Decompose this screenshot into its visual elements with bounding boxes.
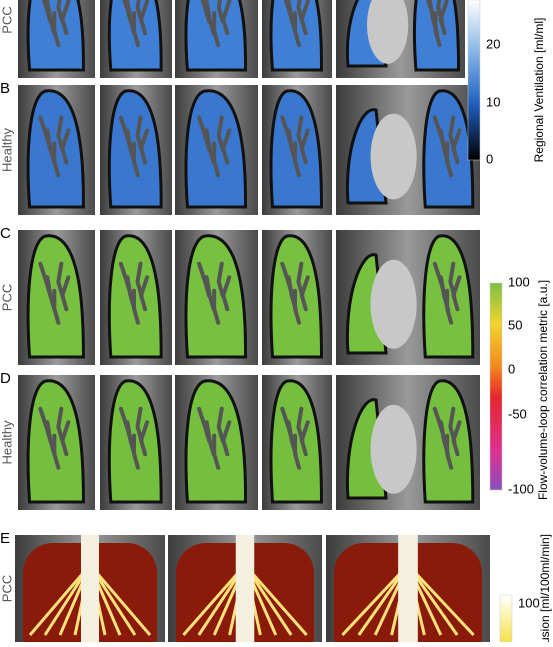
vessel — [299, 420, 310, 457]
vessel — [293, 433, 302, 470]
colorbar-tick-label: 20 — [486, 36, 500, 51]
vessel — [299, 275, 310, 312]
row-group-label: PCC — [0, 575, 14, 602]
mediastinum — [235, 535, 255, 642]
vessel — [451, 420, 462, 457]
colorbar-tick-label: -100 — [508, 481, 534, 496]
vessel — [56, 115, 65, 152]
colorbar-title: Perfusion [ml/100ml/min] — [538, 534, 552, 642]
vessel — [56, 406, 65, 443]
vessel — [131, 433, 140, 470]
panel-letter: D — [0, 370, 11, 387]
vessel — [131, 288, 140, 325]
vessel — [221, 128, 232, 165]
colorbar-title: Regional Ventilation [ml/ml] — [532, 18, 546, 163]
vessel — [138, 420, 150, 457]
colorbar-tick-label: 10 — [486, 94, 500, 109]
panel-letter: E — [0, 530, 10, 547]
vessel — [293, 141, 302, 178]
vessel — [216, 0, 225, 24]
vessel — [299, 128, 310, 165]
vessel — [60, 0, 71, 36]
vessel — [293, 11, 302, 48]
vessel — [135, 406, 144, 443]
vessel — [88, 564, 152, 636]
vessel — [56, 261, 65, 298]
colorbar-tick-label: 0 — [486, 151, 493, 166]
vessel — [451, 128, 462, 165]
vessel — [60, 275, 71, 312]
vessel — [212, 288, 221, 325]
panel-letter: B — [0, 80, 10, 97]
mediastinum — [398, 535, 418, 642]
vessel — [131, 141, 140, 178]
vessel — [445, 433, 454, 470]
colorbar-tick-label: 50 — [508, 317, 522, 332]
vessel — [221, 420, 232, 457]
vessel — [221, 0, 232, 36]
vessel — [433, 11, 442, 48]
vessel — [293, 288, 302, 325]
vessel — [438, 0, 449, 36]
vessel — [216, 406, 225, 443]
vessel — [131, 11, 140, 48]
colorbar-tick-label: 0 — [508, 361, 515, 376]
vessel — [445, 288, 454, 325]
vessel — [28, 564, 92, 636]
vessel — [221, 275, 232, 312]
panel-letter: C — [0, 225, 11, 242]
row-group-label: PCC — [0, 6, 14, 33]
heart — [370, 404, 417, 494]
vessel — [243, 564, 308, 636]
heart — [366, 0, 409, 64]
colorbar-title: Flow-volume-loop correlation metric [a.u… — [536, 280, 550, 500]
colorbar — [499, 594, 513, 643]
vessel — [341, 563, 410, 637]
colorbar-tick-label: 100 — [508, 274, 530, 289]
heart — [370, 113, 417, 200]
colorbar-tick-label: 100 — [518, 595, 540, 610]
vessel — [406, 563, 475, 637]
heart — [370, 259, 417, 349]
vessel — [138, 128, 150, 165]
vessel — [445, 141, 454, 178]
row-group-label: PCC — [0, 284, 14, 311]
vessel — [212, 433, 221, 470]
colorbar — [489, 282, 503, 491]
colorbar-tick-label: -50 — [508, 406, 527, 421]
vessel — [299, 0, 310, 36]
row-group-label: Healthy — [0, 420, 14, 465]
vessel — [212, 141, 221, 178]
vessel — [56, 0, 65, 24]
vessel — [216, 115, 225, 152]
vessel — [451, 275, 462, 312]
vessel — [216, 261, 225, 298]
vessel — [138, 275, 150, 312]
vessel — [52, 288, 61, 325]
vessel — [52, 11, 61, 48]
vessel — [52, 141, 61, 178]
vessel — [212, 11, 221, 48]
vessel — [60, 420, 71, 457]
colorbar — [467, 0, 481, 161]
vessel — [135, 261, 144, 298]
vessel — [138, 0, 150, 36]
vessel — [60, 128, 71, 165]
mediastinum — [81, 535, 99, 642]
vessel — [52, 433, 61, 470]
vessel — [182, 564, 247, 636]
row-group-label: Healthy — [0, 127, 14, 172]
